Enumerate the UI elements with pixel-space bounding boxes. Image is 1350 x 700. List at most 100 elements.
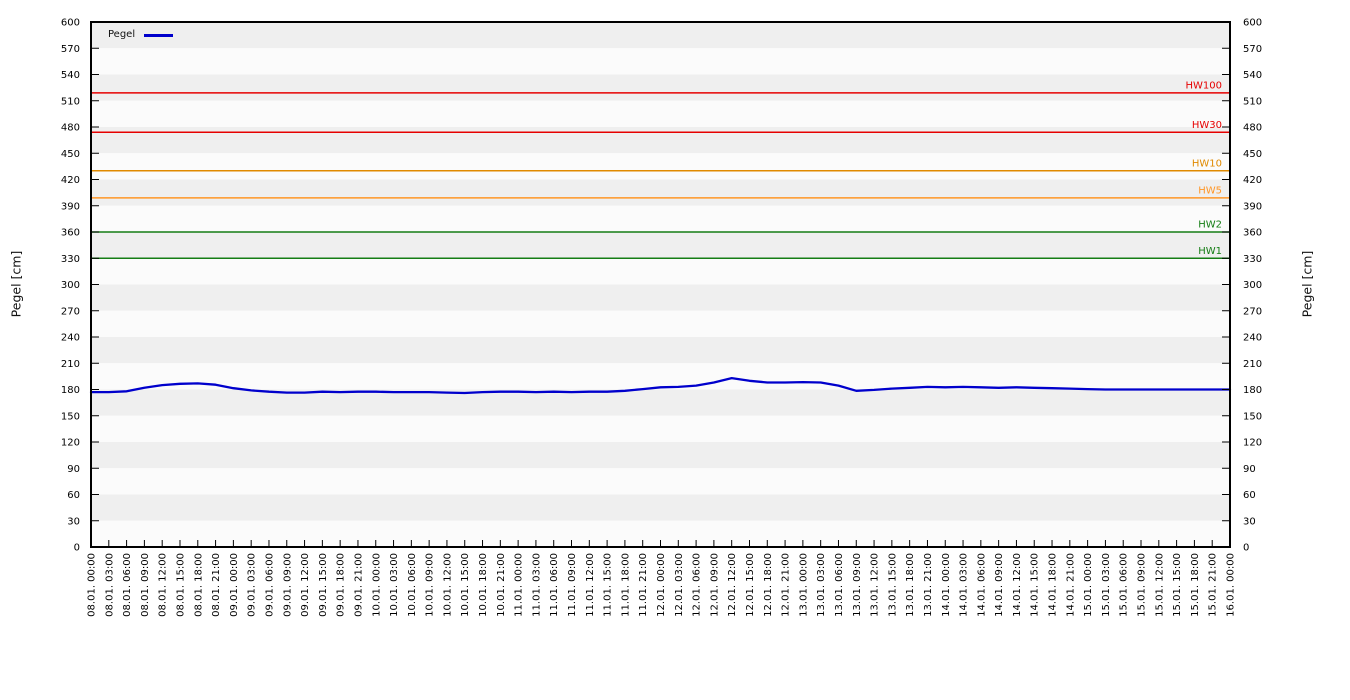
grid-band: [91, 310, 1230, 337]
grid-band: [91, 442, 1230, 469]
y-tick-label-right: 510: [1243, 96, 1262, 107]
y-tick-label-right: 90: [1243, 464, 1256, 475]
x-tick-label: 09.01. 00:00: [229, 553, 240, 617]
x-tick-label: 13.01. 21:00: [923, 553, 934, 617]
threshold-label-hw5: HW5: [1198, 185, 1222, 196]
threshold-label-hw2: HW2: [1198, 220, 1222, 231]
x-tick-label: 14.01. 00:00: [941, 553, 952, 617]
x-tick-label: 12.01. 03:00: [674, 553, 685, 617]
x-tick-label: 15.01. 03:00: [1101, 553, 1112, 617]
x-tick-label: 09.01. 09:00: [282, 553, 293, 617]
y-tick-label-left: 240: [61, 333, 80, 344]
y-tick-label-left: 420: [61, 175, 80, 186]
x-tick-label: 13.01. 06:00: [834, 553, 845, 617]
x-tick-label: 11.01. 06:00: [549, 553, 560, 617]
x-tick-label: 11.01. 00:00: [514, 553, 525, 617]
y-tick-label-right: 120: [1243, 438, 1262, 449]
legend-label: Pegel: [108, 29, 136, 40]
x-tick-label: 10.01. 15:00: [460, 553, 471, 617]
x-tick-label: 11.01. 12:00: [585, 553, 596, 617]
x-tick-label: 12.01. 06:00: [692, 553, 703, 617]
x-tick-label: 14.01. 21:00: [1065, 553, 1076, 617]
grid-band: [91, 415, 1230, 442]
x-tick-label: 08.01. 21:00: [211, 553, 222, 617]
x-tick-label: 11.01. 21:00: [638, 553, 649, 617]
plot-border: [90, 21, 1231, 548]
x-tick-label: 10.01. 00:00: [371, 553, 382, 617]
y-tick-label-right: 0: [1243, 543, 1249, 554]
grid-band: [91, 258, 1230, 285]
y-tick-label-right: 540: [1243, 70, 1262, 81]
x-tick-label: 08.01. 03:00: [104, 553, 115, 617]
y-tick-label-left: 210: [61, 359, 80, 370]
x-tick-label: 15.01. 18:00: [1190, 553, 1201, 617]
y-tick-label-left: 120: [61, 438, 80, 449]
x-tick-label: 09.01. 03:00: [247, 553, 258, 617]
x-tick-label: 13.01. 18:00: [905, 553, 916, 617]
y-tick-label-left: 90: [67, 464, 80, 475]
x-tick-label: 12.01. 15:00: [745, 553, 756, 617]
x-tick-label: 09.01. 18:00: [336, 553, 347, 617]
grid-band: [91, 284, 1230, 311]
y-tick-label-right: 330: [1243, 254, 1262, 265]
y-tick-label-right: 450: [1243, 149, 1262, 160]
y-tick-label-left: 270: [61, 306, 80, 317]
grid-band: [91, 363, 1230, 390]
x-tick-label: 15.01. 12:00: [1154, 553, 1165, 617]
y-tick-label-left: 360: [61, 228, 80, 239]
x-tick-label: 15.01. 21:00: [1208, 553, 1219, 617]
y-tick-label-right: 150: [1243, 411, 1262, 422]
y-tick-label-left: 480: [61, 123, 80, 134]
y-tick-label-right: 30: [1243, 516, 1256, 527]
legend-line-swatch: [144, 34, 173, 37]
y-tick-label-right: 600: [1243, 18, 1262, 29]
x-tick-label: 09.01. 12:00: [300, 553, 311, 617]
grid-band: [91, 389, 1230, 416]
y-tick-label-left: 450: [61, 149, 80, 160]
x-tick-label: 13.01. 12:00: [870, 553, 881, 617]
x-tick-label: 11.01. 18:00: [620, 553, 631, 617]
y-tick-label-left: 600: [61, 18, 80, 29]
grid-band: [91, 153, 1230, 180]
y-tick-label-right: 180: [1243, 385, 1262, 396]
y-tick-label-left: 30: [67, 516, 80, 527]
y-tick-label-right: 480: [1243, 123, 1262, 134]
threshold-label-hw10: HW10: [1192, 158, 1222, 169]
threshold-label-hw30: HW30: [1192, 120, 1222, 131]
x-tick-label: 10.01. 06:00: [407, 553, 418, 617]
x-tick-label: 11.01. 03:00: [531, 553, 542, 617]
y-tick-label-left: 390: [61, 201, 80, 212]
x-tick-label: 15.01. 09:00: [1137, 553, 1148, 617]
y-tick-label-left: 330: [61, 254, 80, 265]
x-tick-label: 10.01. 09:00: [425, 553, 436, 617]
y-tick-label-right: 570: [1243, 44, 1262, 55]
y-tick-label-left: 510: [61, 96, 80, 107]
x-tick-label: 15.01. 15:00: [1172, 553, 1183, 617]
x-tick-label: 09.01. 06:00: [265, 553, 276, 617]
y-tick-label-right: 60: [1243, 490, 1256, 501]
x-tick-label: 08.01. 06:00: [122, 553, 133, 617]
x-tick-label: 14.01. 06:00: [976, 553, 987, 617]
y-tick-label-right: 210: [1243, 359, 1262, 370]
x-tick-label: 16.01. 00:00: [1226, 553, 1237, 617]
grid-band: [91, 127, 1230, 154]
grid-band: [91, 232, 1230, 259]
x-tick-label: 12.01. 00:00: [656, 553, 667, 617]
x-tick-label: 10.01. 12:00: [442, 553, 453, 617]
x-tick-label: 08.01. 09:00: [140, 553, 151, 617]
y-axis-title-left: Pegel [cm]: [8, 250, 24, 318]
x-tick-label: 14.01. 18:00: [1048, 553, 1059, 617]
grid-band: [91, 22, 1230, 49]
x-tick-label: 09.01. 21:00: [354, 553, 365, 617]
x-tick-label: 11.01. 09:00: [567, 553, 578, 617]
grid-band: [91, 179, 1230, 206]
x-tick-label: 08.01. 00:00: [87, 553, 98, 617]
x-tick-label: 14.01. 03:00: [959, 553, 970, 617]
x-tick-label: 13.01. 15:00: [887, 553, 898, 617]
x-tick-label: 13.01. 03:00: [816, 553, 827, 617]
grid-band: [91, 100, 1230, 127]
grid-band: [91, 494, 1230, 521]
grid-band: [91, 468, 1230, 495]
x-tick-label: 15.01. 06:00: [1119, 553, 1130, 617]
